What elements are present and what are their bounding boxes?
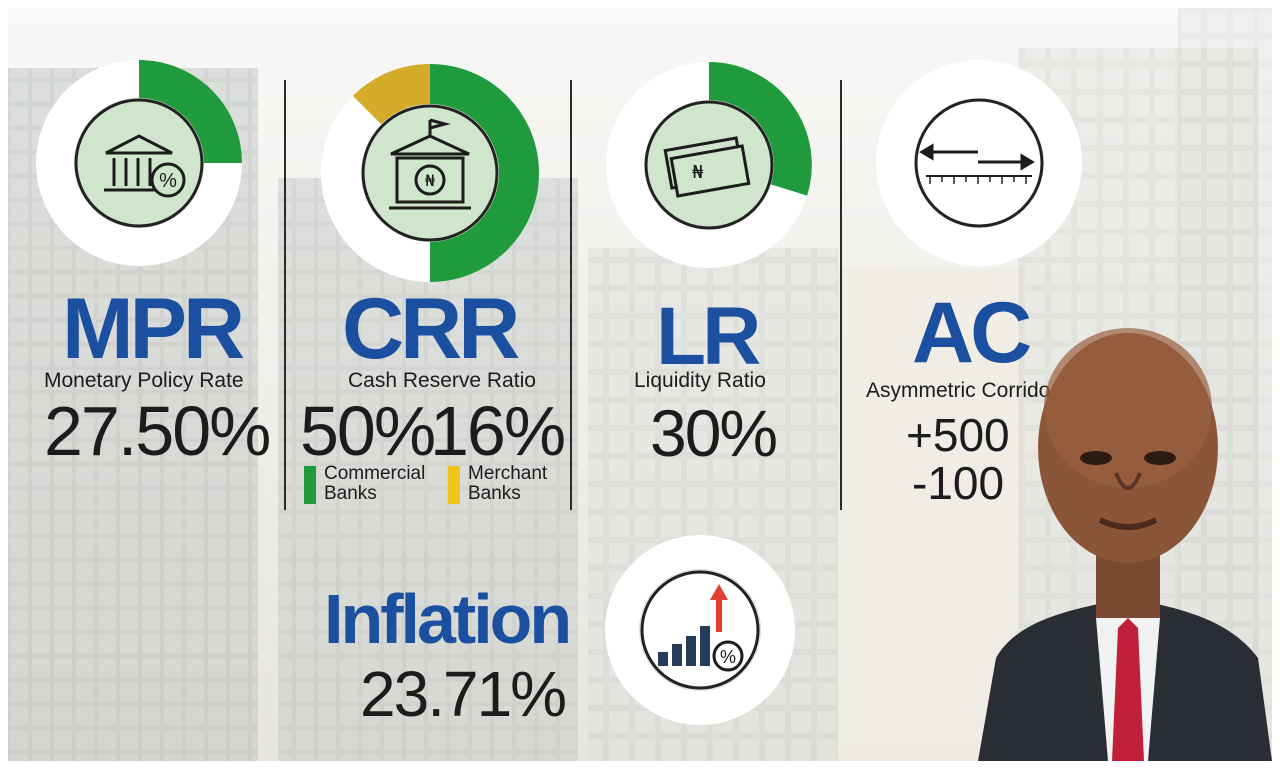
mpr-value: 27.50% bbox=[44, 392, 271, 470]
corridor-ruler-icon bbox=[919, 143, 1035, 184]
rising-bars-percent-icon: % bbox=[658, 584, 744, 672]
merchant-legend-swatch bbox=[448, 466, 460, 504]
naira-notes-icon: ₦ bbox=[663, 136, 751, 198]
crr-merchant-value: 16% bbox=[430, 392, 566, 470]
lr-value: 30% bbox=[650, 396, 778, 470]
mpr-label: Monetary Policy Rate bbox=[44, 369, 244, 392]
svg-text:₦: ₦ bbox=[425, 171, 435, 190]
ac-ring bbox=[876, 60, 1082, 266]
crr-commercial-value: 50% bbox=[300, 392, 436, 470]
central-bank-naira-icon: ₦ bbox=[389, 118, 471, 210]
infographic: % ₦ ₦ bbox=[8, 8, 1272, 761]
bank-percent-icon: % bbox=[104, 134, 186, 198]
svg-text:₦: ₦ bbox=[692, 162, 704, 183]
mpr-ring: % bbox=[36, 60, 242, 266]
inflation-value: 23.71% bbox=[360, 658, 567, 730]
commercial-legend-label: Commercial Banks bbox=[324, 464, 425, 504]
ac-lower-value: -100 bbox=[912, 457, 1005, 509]
inflation-title: Inflation bbox=[324, 580, 572, 658]
commercial-legend-line1: Commercial bbox=[324, 463, 426, 484]
merchant-legend-line1: Merchant bbox=[468, 463, 548, 484]
svg-text:%: % bbox=[720, 647, 736, 667]
ac-upper-value: +500 bbox=[906, 409, 1010, 461]
separator-1 bbox=[284, 80, 286, 510]
governor-portrait bbox=[978, 328, 1272, 761]
ac-label: Asymmetric Corridor bbox=[866, 379, 1058, 402]
merchant-legend-line2: Banks bbox=[468, 483, 521, 504]
commercial-legend-line2: Banks bbox=[324, 483, 377, 504]
separator-3 bbox=[840, 80, 842, 510]
crr-title: CRR bbox=[342, 281, 520, 377]
crr-label: Cash Reserve Ratio bbox=[348, 369, 536, 392]
ac-title: AC bbox=[912, 285, 1032, 381]
lr-label: Liquidity Ratio bbox=[634, 369, 766, 392]
mpr-title: MPR bbox=[62, 281, 245, 377]
separator-2 bbox=[570, 80, 572, 510]
commercial-legend-swatch bbox=[304, 466, 316, 504]
lr-title: LR bbox=[656, 291, 761, 382]
merchant-legend-label: Merchant Banks bbox=[468, 464, 547, 504]
lr-ring: ₦ bbox=[606, 62, 812, 268]
svg-text:%: % bbox=[159, 170, 177, 192]
inflation-ring: % bbox=[605, 535, 795, 725]
crr-ring: ₦ bbox=[321, 63, 539, 282]
